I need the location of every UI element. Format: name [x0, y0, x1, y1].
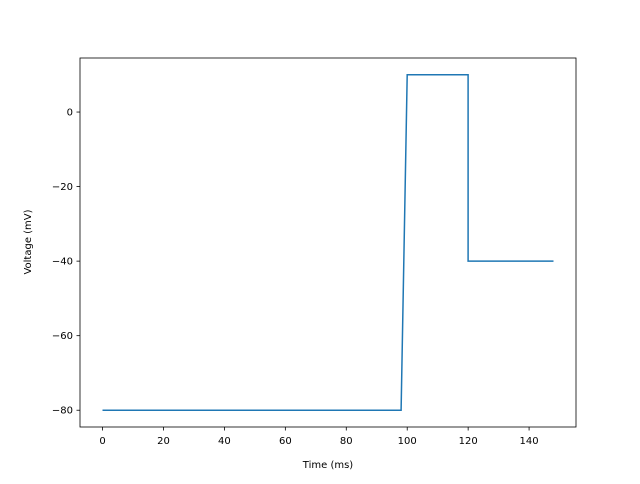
y-tick-label: 0 [67, 108, 73, 119]
x-axis-label: Time (ms) [302, 460, 354, 471]
plot-area: 0 20 40 60 80 100 120 140 −80 −60 −40 −20 0 [52, 57, 577, 447]
axes-frame [79, 57, 577, 428]
x-tick-label: 60 [279, 436, 292, 447]
x-tick-label: 100 [398, 436, 417, 447]
x-tick-label: 40 [218, 436, 231, 447]
x-tick-label: 0 [99, 436, 105, 447]
y-axis-label: Voltage (mV) [23, 209, 34, 274]
y-tick-label: −40 [52, 257, 73, 268]
x-tick-label: 80 [340, 436, 353, 447]
series-line-0 [102, 74, 554, 411]
y-tick-label: −80 [52, 406, 73, 417]
x-tick-label: 120 [459, 436, 478, 447]
y-tick-label: −60 [52, 331, 73, 342]
x-tick-label: 20 [157, 436, 170, 447]
y-tick-label: −20 [52, 182, 73, 193]
x-tick-label: 140 [520, 436, 539, 447]
